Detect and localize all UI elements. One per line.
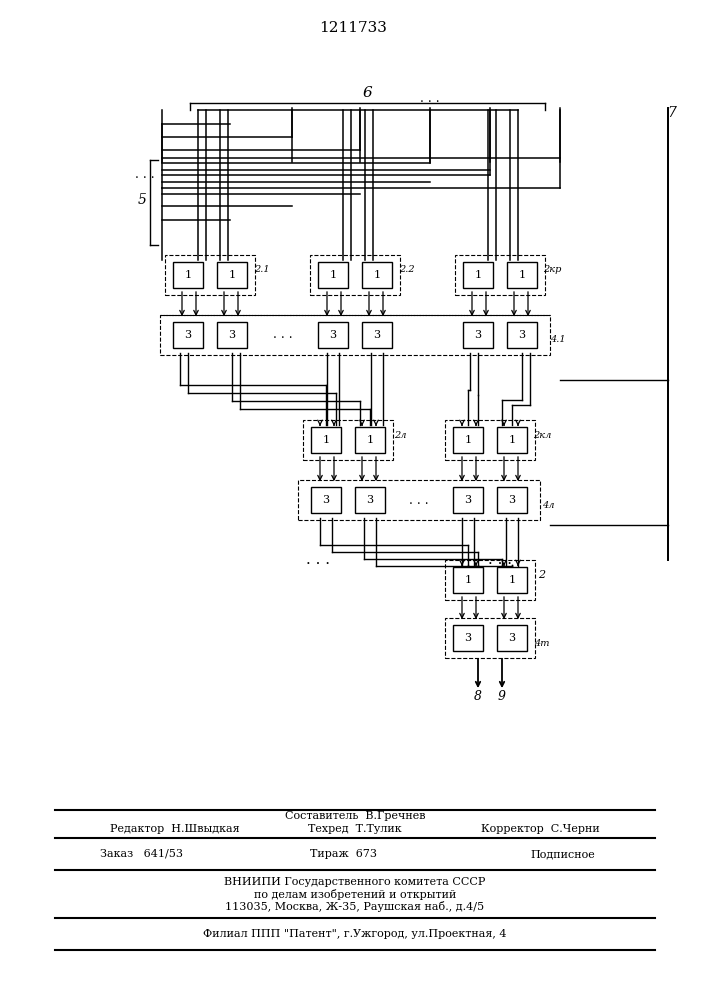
Text: 1: 1 — [508, 435, 515, 445]
Text: Техред  Т.Тулик: Техред Т.Тулик — [308, 824, 402, 834]
Bar — [507, 322, 537, 348]
Text: Корректор  С.Черни: Корректор С.Черни — [481, 824, 600, 834]
Text: 4m: 4m — [534, 639, 550, 648]
Bar — [303, 420, 393, 460]
Text: . . .: . . . — [273, 328, 292, 342]
Text: Подписное: Подписное — [530, 849, 595, 859]
Text: 3: 3 — [508, 495, 515, 505]
Text: 1: 1 — [518, 270, 525, 280]
Text: 4л: 4л — [542, 500, 554, 510]
Text: 2л: 2л — [394, 430, 407, 440]
Bar — [362, 322, 392, 348]
Text: 4.1: 4.1 — [550, 336, 566, 344]
Bar — [160, 315, 550, 355]
Text: 1: 1 — [329, 270, 337, 280]
Bar — [318, 322, 348, 348]
Text: 9: 9 — [498, 690, 506, 702]
Bar — [217, 262, 247, 288]
Bar — [173, 262, 203, 288]
Text: Заказ   641/53: Заказ 641/53 — [100, 849, 183, 859]
Text: . . .: . . . — [488, 553, 512, 567]
Text: . . .: . . . — [306, 553, 330, 567]
Text: по делам изобретений и открытий: по делам изобретений и открытий — [254, 888, 456, 900]
Text: 3: 3 — [464, 633, 472, 643]
Text: 2.1: 2.1 — [255, 265, 270, 274]
Bar — [453, 487, 483, 513]
Bar — [355, 427, 385, 453]
Bar — [217, 322, 247, 348]
Bar — [463, 262, 493, 288]
Bar — [311, 427, 341, 453]
Text: 1: 1 — [228, 270, 235, 280]
Bar — [453, 625, 483, 651]
Bar — [453, 427, 483, 453]
Bar — [497, 427, 527, 453]
Text: 3: 3 — [518, 330, 525, 340]
Bar — [445, 618, 535, 658]
Text: 2: 2 — [539, 570, 546, 580]
Text: 3: 3 — [508, 633, 515, 643]
Bar — [497, 567, 527, 593]
Text: 1: 1 — [322, 435, 329, 445]
Text: Составитель  В.Гречнев: Составитель В.Гречнев — [285, 811, 425, 821]
Text: 3: 3 — [474, 330, 481, 340]
Text: 1211733: 1211733 — [319, 21, 387, 35]
Text: 1: 1 — [508, 575, 515, 585]
Text: 2кр: 2кр — [543, 265, 561, 274]
Text: 3: 3 — [464, 495, 472, 505]
Bar — [318, 262, 348, 288]
Bar — [310, 255, 400, 295]
Bar — [355, 487, 385, 513]
Bar — [311, 487, 341, 513]
Text: 7: 7 — [667, 106, 677, 120]
Text: 6: 6 — [362, 86, 372, 100]
Text: 3: 3 — [185, 330, 192, 340]
Text: 2.2: 2.2 — [399, 265, 415, 274]
Text: 3: 3 — [373, 330, 380, 340]
Text: Филиал ППП "Патент", г.Ужгород, ул.Проектная, 4: Филиал ППП "Патент", г.Ужгород, ул.Проек… — [203, 929, 507, 939]
Text: . . .: . . . — [409, 493, 429, 506]
Bar — [165, 255, 255, 295]
Bar — [507, 262, 537, 288]
Text: 113035, Москва, Ж-35, Раушская наб., д.4/5: 113035, Москва, Ж-35, Раушская наб., д.4… — [226, 900, 484, 912]
Text: 3: 3 — [228, 330, 235, 340]
Bar — [173, 322, 203, 348]
Bar — [497, 487, 527, 513]
Text: 1: 1 — [474, 270, 481, 280]
Bar — [298, 480, 540, 520]
Text: 3: 3 — [329, 330, 337, 340]
Bar — [455, 255, 545, 295]
Text: 1: 1 — [366, 435, 373, 445]
Text: 1: 1 — [464, 435, 472, 445]
Text: 1: 1 — [464, 575, 472, 585]
Text: 3: 3 — [322, 495, 329, 505]
Bar — [463, 322, 493, 348]
Text: 8: 8 — [474, 690, 482, 702]
Text: . . .: . . . — [420, 92, 440, 104]
Text: . . .: . . . — [135, 168, 155, 182]
Bar — [497, 625, 527, 651]
Text: ВНИИПИ Государственного комитета СССР: ВНИИПИ Государственного комитета СССР — [224, 877, 486, 887]
Text: Тираж  673: Тираж 673 — [310, 849, 377, 859]
Bar — [362, 262, 392, 288]
Bar — [445, 420, 535, 460]
Text: 1: 1 — [373, 270, 380, 280]
Text: 3: 3 — [366, 495, 373, 505]
Text: 1: 1 — [185, 270, 192, 280]
Text: 5: 5 — [138, 193, 146, 207]
Text: 2кл: 2кл — [533, 430, 551, 440]
Bar — [453, 567, 483, 593]
Text: Редактор  Н.Швыдкая: Редактор Н.Швыдкая — [110, 824, 240, 834]
Bar — [445, 560, 535, 600]
